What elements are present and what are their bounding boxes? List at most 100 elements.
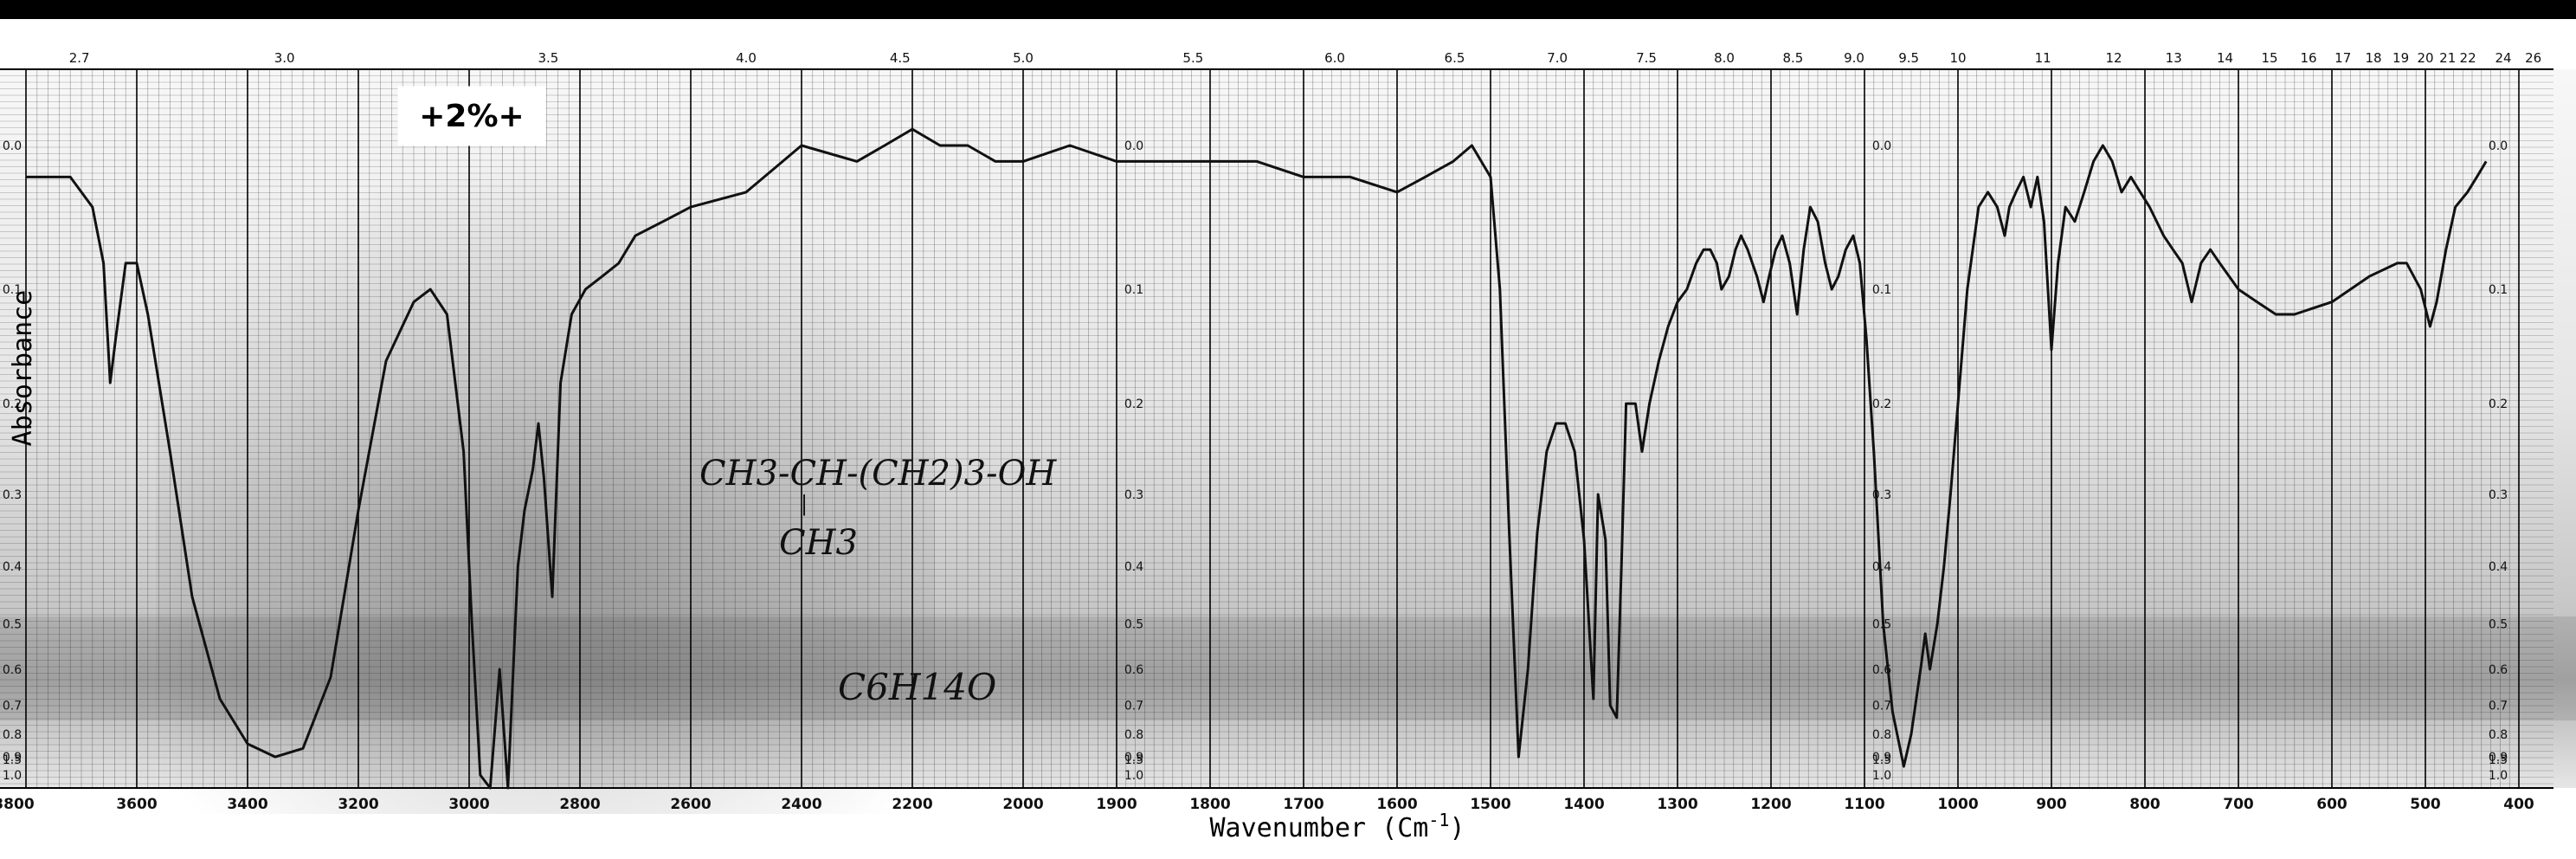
absorbance-tick-label: 0.8	[1872, 728, 1891, 742]
absorbance-tick-label: 0.4	[1872, 560, 1891, 574]
absorbance-tick-label: 0.5	[1124, 617, 1143, 631]
bottom-axis-label: 2800	[559, 796, 600, 813]
absorbance-tick-label: 0.9	[2489, 751, 2508, 765]
absorbance-tick-label: 0.3	[3, 488, 22, 502]
x-axis-title-sup: -1	[1428, 810, 1449, 830]
absorbance-tick-label: 0.0	[3, 139, 22, 153]
absorbance-tick-label: 1.0	[1124, 769, 1143, 783]
top-axis-label: 8.0	[1714, 50, 1735, 66]
bottom-axis-label: 1700	[1283, 796, 1323, 813]
absorbance-tick-label: 0.5	[3, 617, 22, 631]
bottom-axis-label: 3000	[448, 796, 489, 813]
bottom-axis-label: 2200	[892, 796, 932, 813]
top-axis-label: 14	[2217, 50, 2233, 66]
absorbance-tick-label: 0.8	[1124, 728, 1143, 742]
top-axis-label: 5.0	[1013, 50, 1034, 66]
structure-line1: CH3-CH-(CH2)3-OH	[699, 454, 1057, 494]
top-axis-label: 26	[2525, 50, 2541, 66]
absorbance-tick-label: 0.2	[2489, 397, 2508, 411]
top-axis-label: 12	[2105, 50, 2122, 66]
absorbance-tick-label: 0.5	[2489, 617, 2508, 631]
top-axis-label: 7.5	[1636, 50, 1657, 66]
absorbance-tick-label: 1.0	[1872, 769, 1891, 783]
absorbance-tick-label: 1.5	[1124, 753, 1143, 767]
bottom-axis-label: 3400	[227, 796, 267, 813]
top-axis-label: 10	[1949, 50, 1966, 66]
absorbance-tick-label: 0.9	[3, 751, 22, 765]
top-axis-label: 16	[2300, 50, 2316, 66]
top-axis-label: 24	[2495, 50, 2511, 66]
top-axis-label: 2.7	[69, 50, 90, 66]
y-axis-title: Absorbance	[8, 290, 38, 447]
absorbance-tick-label: 0.5	[1872, 617, 1891, 631]
scale-mark-box: +2%+	[397, 86, 546, 146]
absorbance-tick-label: 0.1	[1872, 283, 1891, 297]
bottom-axis-label: 1000	[1937, 796, 1978, 813]
bottom-wavenumber-axis: 3800 3600 3400 3200 3000 2800 2600 2400 2200 2000…	[0, 796, 2534, 813]
bottom-axis-label: 1600	[1376, 796, 1417, 813]
bottom-axis-label: 1500	[1470, 796, 1510, 813]
bottom-axis-label: 700	[2223, 796, 2254, 813]
absorbance-tick-label: 0.1	[3, 283, 22, 297]
bottom-axis-label: 600	[2316, 796, 2347, 813]
absorbance-tick-label: 0.7	[1124, 700, 1143, 714]
x-axis-title: Wavenumber (Cm-1)	[1209, 810, 1465, 843]
absorbance-tick-label: 0.7	[2489, 700, 2508, 714]
absorbance-tick-label: 0.9	[1124, 751, 1143, 765]
bottom-axis-label: 1400	[1563, 796, 1604, 813]
bottom-axis-label: 3800	[0, 796, 35, 813]
absorbance-tick-label: 0.3	[1124, 488, 1143, 502]
top-axis-label: 17	[2334, 50, 2351, 66]
top-axis-label: 21	[2439, 50, 2456, 66]
top-axis-label: 20	[2417, 50, 2433, 66]
absorbance-tick-label: 0.1	[1124, 283, 1143, 297]
bottom-axis-label: 1900	[1096, 796, 1137, 813]
x-axis-title-main: Wavenumber (Cm	[1209, 813, 1428, 843]
absorbance-tick-label: 0.6	[3, 663, 22, 677]
bottom-axis-label: 2000	[1002, 796, 1043, 813]
structure-line2: CH3	[779, 523, 858, 563]
top-axis-label: 22	[2460, 50, 2476, 66]
absorbance-tick-label: 1.0	[2489, 769, 2508, 783]
absorbance-tick-label: 1.0	[3, 769, 22, 783]
absorbance-tick-label: 0.4	[3, 560, 22, 574]
spectrum-series	[26, 127, 2488, 790]
top-axis-label: 6.0	[1324, 50, 1345, 66]
absorbance-tick-label: 0.2	[1872, 397, 1891, 411]
bottom-axis-label: 1200	[1750, 796, 1791, 813]
absorbance-tick-label: 1.5	[3, 753, 22, 767]
absorbance-tick-label: 0.4	[1124, 560, 1143, 574]
top-axis-label: 9.5	[1898, 50, 1919, 66]
bottom-axis-label: 1100	[1844, 796, 1884, 813]
top-axis-label: 19	[2392, 50, 2409, 66]
absorbance-tick-label: 0.7	[1872, 700, 1891, 714]
bottom-axis-label: 1300	[1657, 796, 1697, 813]
absorbance-tick-label: 0.8	[3, 728, 22, 742]
absorbance-tick-label: 0.0	[1124, 139, 1143, 153]
bottom-axis-label: 500	[2410, 796, 2441, 813]
bottom-axis-label: 900	[2036, 796, 2067, 813]
top-axis-label: 4.0	[736, 50, 757, 66]
bottom-axis-label: 2600	[670, 796, 711, 813]
top-axis-label: 15	[2261, 50, 2277, 66]
top-axis-label: 5.5	[1182, 50, 1203, 66]
absorbance-tick-label: 0.6	[2489, 663, 2508, 677]
absorbance-tick-label: 0.8	[2489, 728, 2508, 742]
grid-minor	[0, 68, 2553, 788]
absorbance-tick-label: 0.4	[2489, 560, 2508, 574]
top-axis-label: 6.5	[1445, 50, 1465, 66]
absorbance-tick-label: 0.2	[1124, 397, 1143, 411]
top-axis-label: 3.5	[538, 50, 558, 66]
structure-branch: |	[801, 492, 808, 517]
absorbance-tick-label: 0.2	[3, 397, 22, 411]
bottom-axis-label: 1800	[1189, 796, 1230, 813]
absorbance-tick-label: 0.0	[2489, 139, 2508, 153]
absorbance-tick-label: 0.3	[2489, 488, 2508, 502]
top-micron-axis: 2.7 3.0 3.5 4.0 4.5 5.0 5.5 6.0 6.5 7.0 7.5 8.0 8.5 9…	[69, 50, 2541, 66]
top-axis-label: 8.5	[1782, 50, 1803, 66]
absorbance-tick-label: 0.9	[1872, 751, 1891, 765]
absorbance-tick-label: 0.0	[1872, 139, 1891, 153]
top-axis-label: 7.0	[1547, 50, 1568, 66]
top-axis-label: 9.0	[1844, 50, 1864, 66]
scale-mark: +2%+	[419, 99, 524, 134]
